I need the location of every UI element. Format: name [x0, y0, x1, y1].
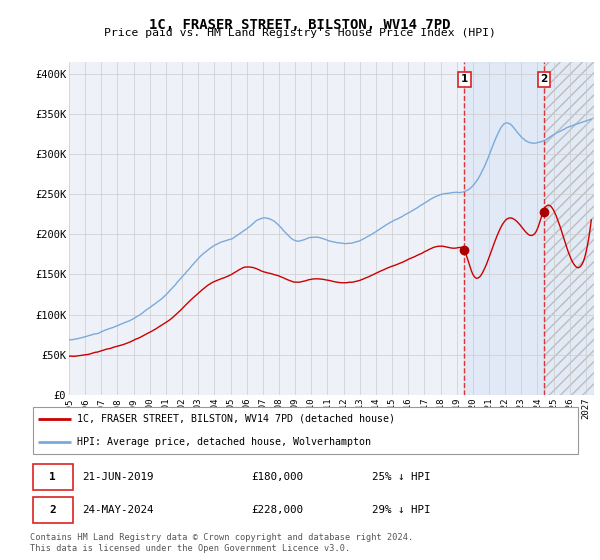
Text: 21-JUN-2019: 21-JUN-2019 [82, 472, 154, 482]
Text: 1: 1 [49, 472, 56, 482]
Text: 1C, FRASER STREET, BILSTON, WV14 7PD: 1C, FRASER STREET, BILSTON, WV14 7PD [149, 18, 451, 32]
Text: £228,000: £228,000 [251, 505, 303, 515]
Text: 1: 1 [461, 74, 468, 84]
Text: £180,000: £180,000 [251, 472, 303, 482]
Text: 1C, FRASER STREET, BILSTON, WV14 7PD (detached house): 1C, FRASER STREET, BILSTON, WV14 7PD (de… [77, 414, 395, 424]
Text: 24-MAY-2024: 24-MAY-2024 [82, 505, 154, 515]
Text: 2: 2 [49, 505, 56, 515]
FancyBboxPatch shape [33, 464, 73, 490]
FancyBboxPatch shape [33, 497, 73, 523]
Text: 25% ↓ HPI: 25% ↓ HPI [372, 472, 431, 482]
Text: 29% ↓ HPI: 29% ↓ HPI [372, 505, 431, 515]
Text: Contains HM Land Registry data © Crown copyright and database right 2024.
This d: Contains HM Land Registry data © Crown c… [30, 533, 413, 553]
Bar [544, 62, 594, 395]
Bar [544, 62, 594, 395]
Text: 2: 2 [540, 74, 547, 84]
Text: HPI: Average price, detached house, Wolverhampton: HPI: Average price, detached house, Wolv… [77, 437, 371, 447]
FancyBboxPatch shape [33, 407, 578, 454]
Text: Price paid vs. HM Land Registry's House Price Index (HPI): Price paid vs. HM Land Registry's House … [104, 28, 496, 38]
Bar [464, 62, 544, 395]
